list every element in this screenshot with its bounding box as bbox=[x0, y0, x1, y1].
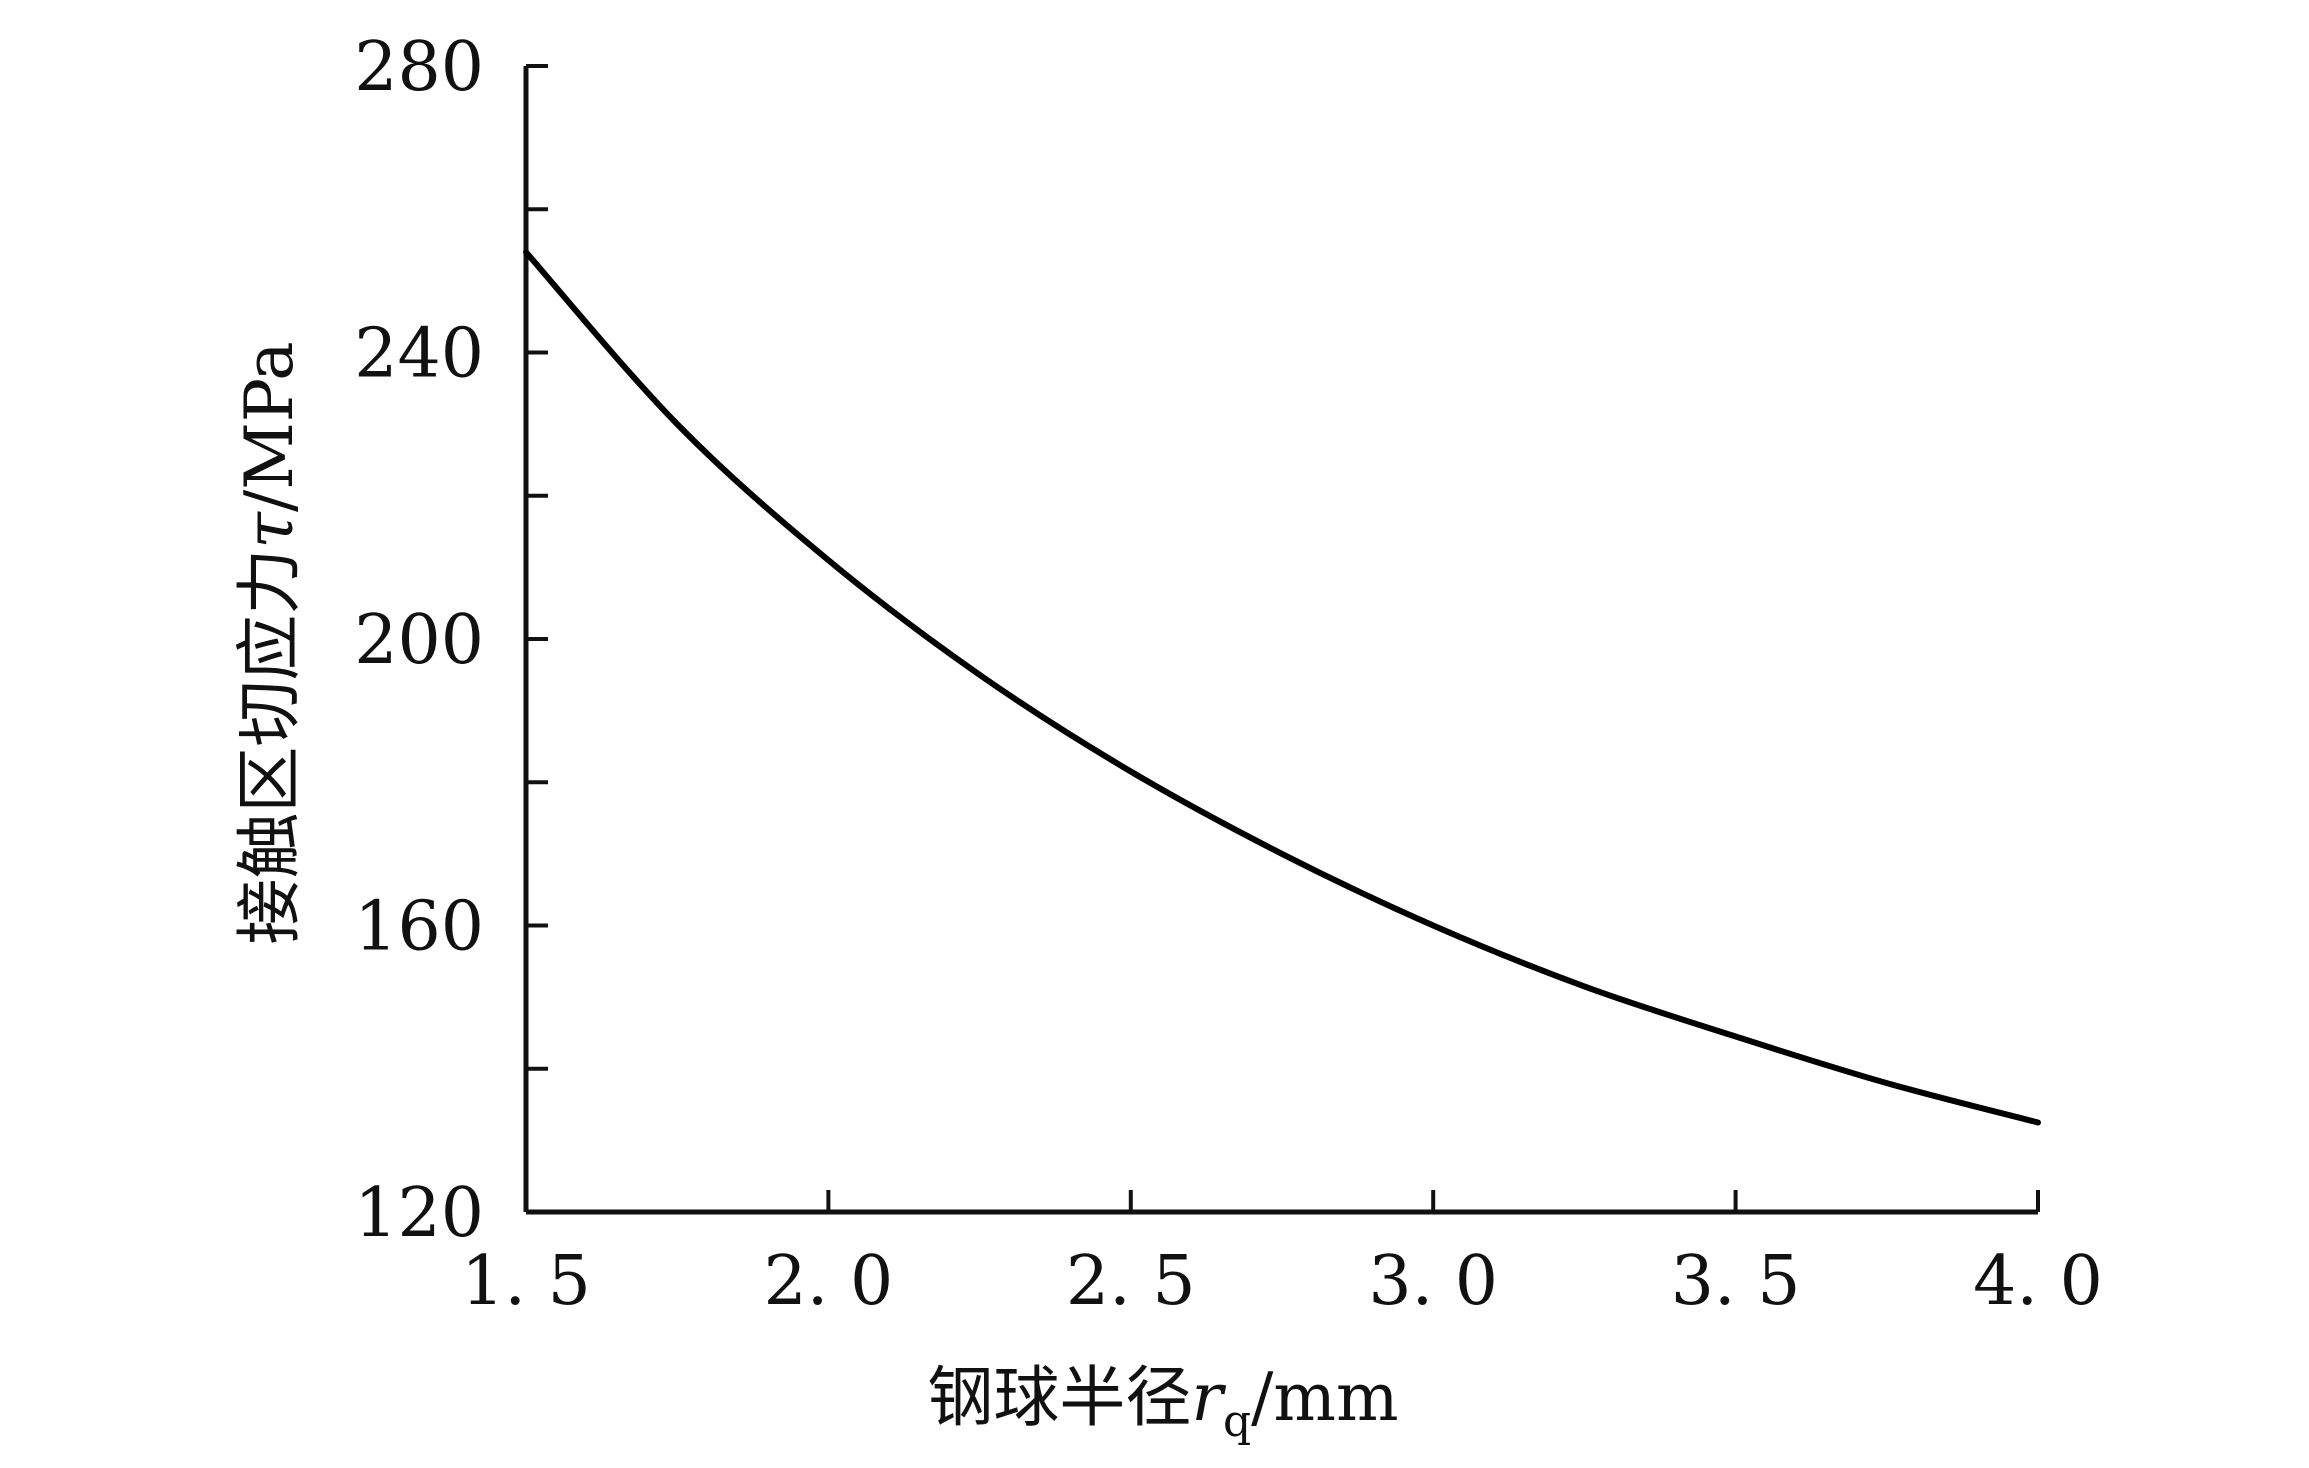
y-axis-title-unit: /MPa bbox=[231, 341, 308, 512]
axes bbox=[523, 66, 2038, 1215]
series-layer bbox=[523, 249, 2041, 1126]
x-tick-label: 3. 0 bbox=[1368, 1242, 1498, 1321]
x-tick-label: 4. 0 bbox=[1973, 1242, 2103, 1321]
x-tick-label: 1. 5 bbox=[461, 1242, 591, 1321]
x-tick-label: 2. 5 bbox=[1066, 1242, 1196, 1321]
y-ticks: 120 160 200 240 280 bbox=[354, 28, 548, 1253]
y-tick-label: 120 bbox=[354, 1174, 484, 1253]
x-axis-title-subscript: q bbox=[1223, 1396, 1251, 1447]
y-tick-label: 200 bbox=[354, 601, 484, 680]
y-tick-label: 240 bbox=[354, 315, 484, 394]
x-axis-title-variable: r bbox=[1191, 1359, 1226, 1436]
y-tick-label: 160 bbox=[354, 888, 484, 967]
y-axis-title: 接触区切应力τ/MPa bbox=[231, 341, 308, 944]
x-axis-title-prefix: 钢球半径 bbox=[927, 1359, 1191, 1436]
x-tick-label: 3. 5 bbox=[1671, 1242, 1801, 1321]
x-axis-title: 钢球半径rq/mm bbox=[927, 1359, 1398, 1447]
y-axis-title-variable: τ bbox=[231, 511, 308, 549]
y-tick-label: 280 bbox=[354, 28, 484, 107]
y-axis-title-prefix: 接触区切应力 bbox=[231, 549, 308, 945]
series-line bbox=[523, 249, 2041, 1126]
x-axis-title-unit: /mm bbox=[1251, 1359, 1398, 1436]
x-ticks: 1. 5 2. 0 2. 5 3. 0 3. 5 4. 0 bbox=[461, 1190, 2103, 1321]
x-tick-label: 2. 0 bbox=[764, 1242, 894, 1321]
